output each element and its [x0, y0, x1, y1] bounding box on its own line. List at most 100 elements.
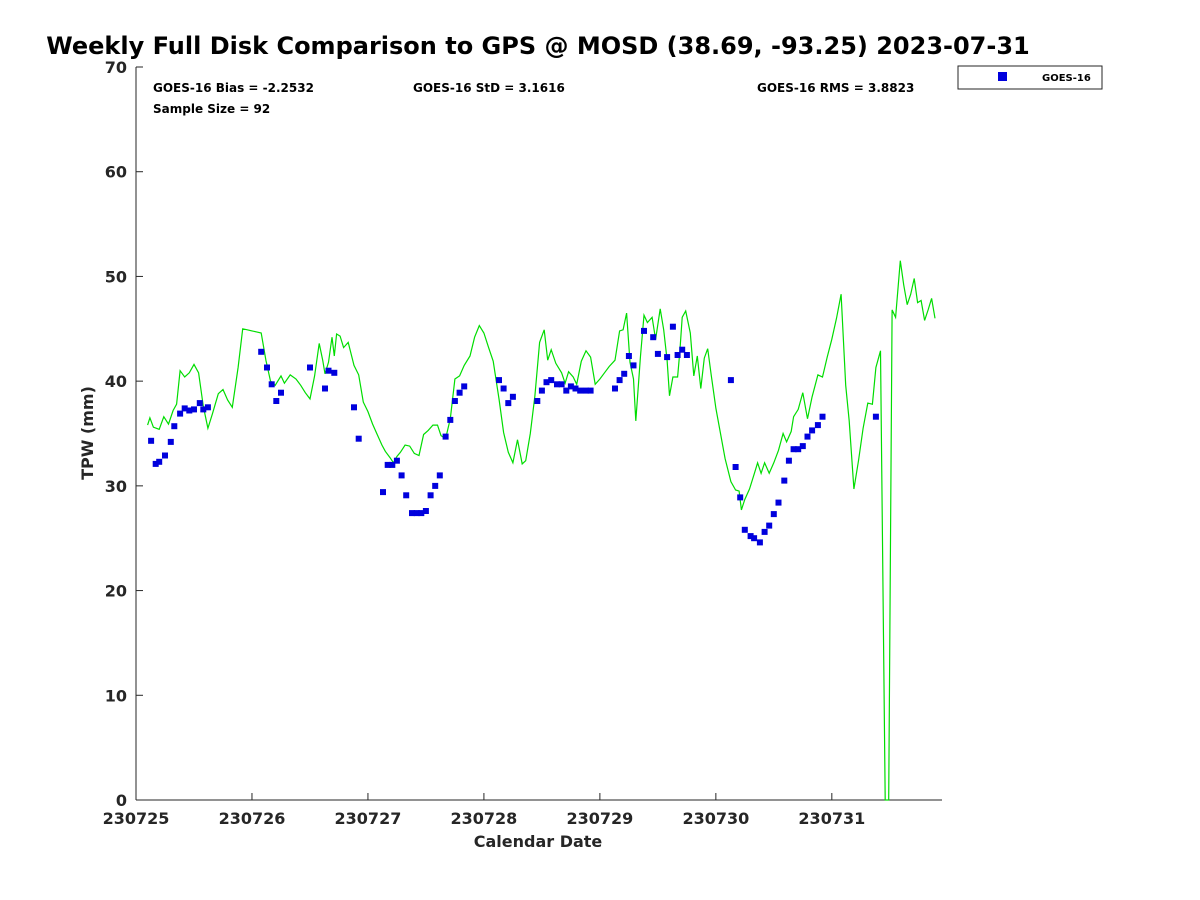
bias-stat: GOES-16 Bias = -2.2532 [153, 81, 314, 95]
goes16-data-point [418, 510, 425, 517]
goes16-data-point [621, 370, 628, 377]
goes16-data-point [380, 489, 386, 496]
goes16-data-point [186, 407, 193, 414]
goes16-data-point [148, 437, 155, 444]
goes16-data-point [200, 406, 207, 413]
goes16-data-point [630, 362, 637, 369]
x-tick-label: 230725 [103, 809, 170, 828]
goes16-data-point [770, 511, 777, 518]
goes16-data-point [616, 377, 623, 384]
goes16-data-point [679, 346, 686, 353]
goes16-data-point [505, 400, 512, 407]
goes16-data-point [732, 464, 739, 470]
x-tick-label: 230729 [566, 809, 633, 828]
legend-box [957, 65, 1103, 90]
goes16-data-point [790, 446, 797, 453]
goes16-data-point [554, 381, 560, 388]
goes16-data-point [814, 422, 821, 429]
y-tick-label: 50 [105, 267, 127, 286]
goes16-data-point [509, 393, 516, 400]
goes16-data-point [587, 387, 594, 394]
goes16-data-point [403, 492, 410, 499]
goes16-data-point [427, 492, 434, 499]
goes16-data-point [534, 398, 541, 404]
goes16-data-point [872, 413, 879, 420]
goes16-data-point [563, 387, 570, 394]
goes16-data-point [307, 364, 313, 371]
y-tick-label: 40 [105, 372, 127, 391]
y-tick-label: 0 [116, 791, 127, 810]
goes16-data-point [152, 460, 159, 467]
goes16-data-point [398, 472, 405, 479]
goes16-data-point [447, 416, 454, 423]
goes16-data-point [756, 539, 763, 546]
goes16-data-point [461, 383, 468, 390]
goes16-data-point [775, 499, 782, 506]
goes16-data-point [500, 385, 507, 392]
x-tick-label: 230728 [451, 809, 518, 828]
goes16-data-point [196, 400, 203, 407]
goes16-data-point [809, 427, 816, 434]
goes16-data-point [422, 508, 429, 514]
goes16-data-point [741, 526, 748, 533]
goes16-data-point [384, 461, 391, 468]
series-layer [147, 260, 936, 801]
x-axis-ticks: 230725 230726 230727 230728 230729 230730 2307… [103, 793, 865, 828]
goes16-data-point [331, 369, 338, 376]
goes16-data-point [538, 387, 545, 394]
chart-title: Weekly Full Disk Comparison to GPS @ MOS… [46, 32, 1029, 60]
goes16-data-point [819, 413, 826, 420]
goes16-data-point [393, 457, 400, 464]
std-stat: GOES-16 StD = 3.1616 [413, 81, 565, 95]
goes16-data-point [548, 377, 555, 384]
rms-stat: GOES-16 RMS = 3.8823 [757, 81, 914, 95]
goes16-data-point [727, 377, 734, 384]
x-tick-label: 230730 [682, 809, 749, 828]
goes16-data-point [674, 352, 681, 358]
x-axis-label: Calendar Date [474, 832, 603, 851]
goes16-data-point [795, 446, 802, 453]
goes16-data-point [167, 438, 174, 445]
goes16-data-point [650, 334, 657, 341]
goes16-data-point [669, 323, 676, 330]
goes16-data-point [278, 389, 284, 396]
goes16-data-point [162, 452, 168, 459]
goes16-data-point [181, 405, 188, 412]
goes16-data-point [442, 433, 449, 440]
y-tick-label: 10 [105, 686, 127, 705]
goes16-data-point [389, 461, 396, 468]
goes16-data-point [436, 472, 443, 479]
goes16-data-point [572, 385, 579, 392]
goes16-data-point [156, 458, 163, 465]
goes16-data-point [683, 352, 690, 358]
goes16-data-point [413, 510, 420, 517]
goes16-data-point [496, 377, 502, 384]
goes16-data-point [325, 367, 332, 374]
goes16-data-point [641, 327, 647, 334]
x-tick-label: 230727 [335, 809, 402, 828]
plot-area [136, 67, 942, 800]
gps-series-line [147, 260, 936, 801]
x-tick-label: 230731 [798, 809, 865, 828]
legend: GOES-16 [957, 65, 1103, 90]
goes16-data-point [664, 354, 671, 361]
goes16-data-point [747, 533, 754, 540]
goes16-data-point [799, 443, 806, 450]
goes16-data-point [456, 389, 463, 396]
goes16-data-point [268, 381, 275, 388]
goes16-data-point [409, 510, 415, 517]
goes16-data-point [322, 385, 328, 392]
goes16-data-point [355, 435, 362, 442]
goes16-data-point [654, 350, 661, 357]
goes16-data-point [761, 528, 768, 535]
sample-size-stat: Sample Size = 92 [153, 102, 270, 116]
goes16-data-point [177, 410, 184, 417]
y-axis-label: TPW (mm) [78, 386, 97, 480]
goes16-data-point [432, 482, 439, 489]
legend-marker-goes16 [998, 72, 1007, 81]
goes16-data-point [781, 477, 788, 484]
goes16-data-point [804, 433, 811, 440]
goes16-data-point [543, 379, 550, 386]
goes16-data-point [577, 387, 584, 394]
